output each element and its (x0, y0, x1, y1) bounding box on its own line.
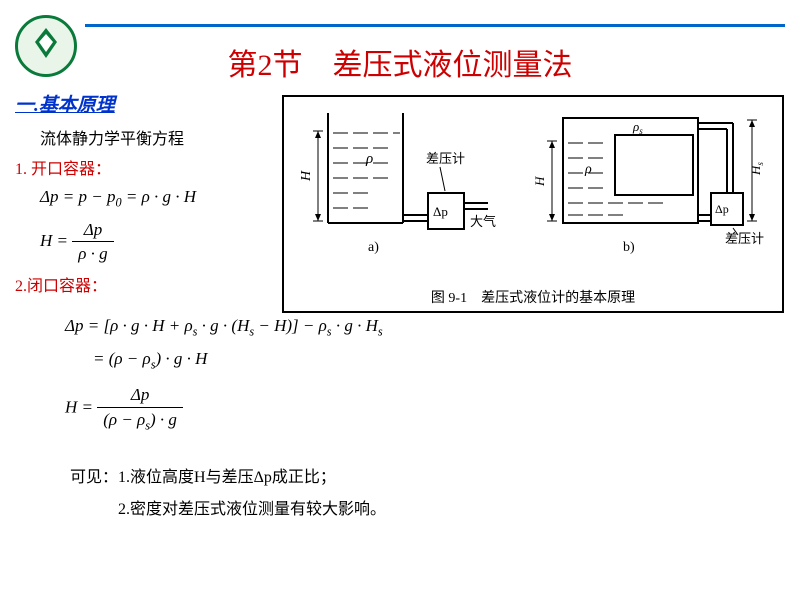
closed-vessel-label: 2.闭口容器： (15, 272, 275, 296)
subfigure-b-label: b) (623, 240, 635, 255)
formula-closed-line2: = (ρ − ρs) · g · H (93, 347, 785, 374)
page-title: 第2节 差压式液位测量法 (0, 40, 800, 84)
figure-caption: 图 9-1 差压式液位计的基本原理 (288, 287, 778, 307)
h-label-a: H (299, 170, 314, 182)
section-heading: 一.基本原理 (15, 90, 275, 117)
dp-label-a: Δp (433, 204, 448, 219)
gauge-label-b: 差压计 (725, 231, 764, 246)
summary-block: 可见：1.液位高度H与差压Δp成正比； 可见：2.密度对差压式液位测量有较大影响… (70, 462, 785, 526)
top-divider (85, 24, 785, 27)
formula-closed-h: H = Δp (ρ − ρs) · g (65, 383, 785, 434)
atm-label: 大气 (470, 214, 496, 229)
formula-open-1: Δp = p − p0 = ρ · g · H (40, 185, 275, 212)
dp-label-b: Δp (715, 202, 729, 216)
open-vessel-label: 1. 开口容器： (15, 155, 275, 179)
formula-open-2: H = Δp ρ · g (40, 218, 275, 267)
h-label-b: H (532, 176, 547, 187)
figure-9-1: ρ H Δp 大气 差压计 a) (282, 95, 784, 313)
rho-label-b: ρ (584, 162, 592, 177)
subtitle-text: 流体静力学平衡方程 (40, 125, 275, 149)
subfigure-a-label: a) (368, 240, 379, 255)
diagram-b: ρ ρs H Hs Δp 差压计 (532, 118, 765, 255)
diagram-svg: ρ H Δp 大气 差压计 a) (288, 103, 778, 278)
gauge-label-a: 差压计 (426, 151, 465, 166)
rhos-label: ρs (632, 119, 643, 136)
diagram-a: ρ H Δp 大气 差压计 a) (299, 113, 496, 255)
rho-label: ρ (365, 151, 373, 167)
hs-label: Hs (748, 162, 765, 176)
formula-closed-line1: Δp = [ρ · g · H + ρs · g · (Hs − H)] − ρ… (65, 314, 785, 341)
